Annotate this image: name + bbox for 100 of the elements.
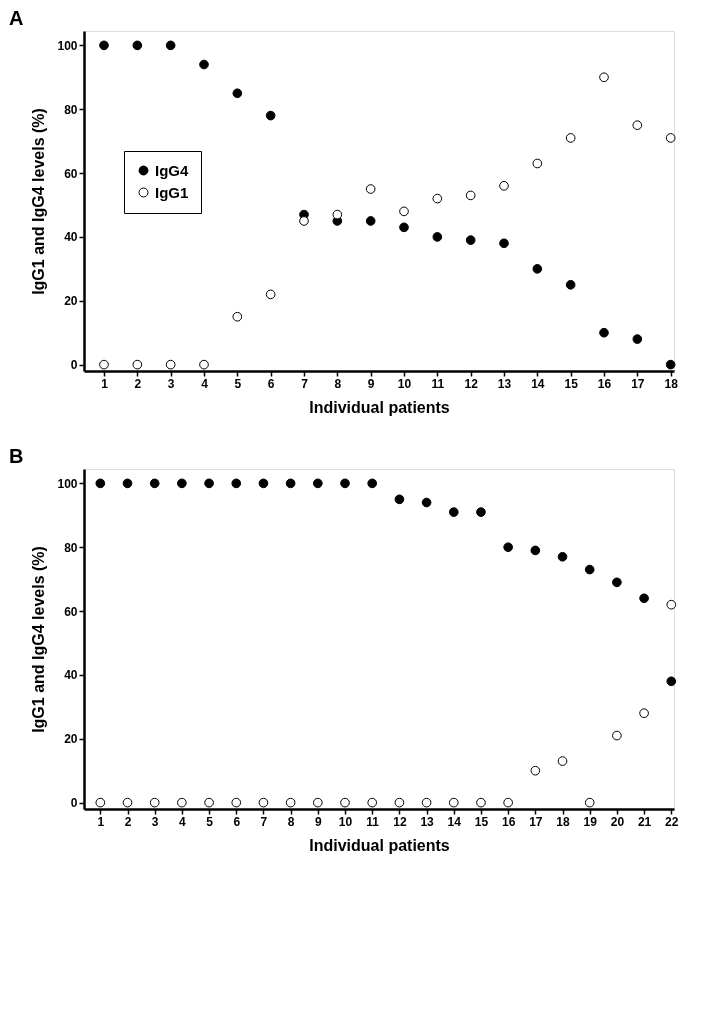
legend-label: IgG1 [155, 183, 189, 201]
x-tick-label: 22 [665, 814, 679, 829]
y-axis-title: IgG1 and IgG4 levels (%) [30, 108, 48, 295]
point [95, 478, 106, 489]
x-tick-label: 15 [564, 376, 579, 391]
x-tick-label: 7 [260, 814, 268, 829]
point [231, 797, 242, 808]
point [367, 478, 378, 489]
point [149, 478, 160, 489]
point [584, 564, 595, 575]
y-tick-label: 40 [64, 230, 78, 245]
x-tick-label: 4 [179, 814, 187, 829]
point [312, 478, 323, 489]
point [132, 40, 143, 51]
point [165, 359, 176, 370]
x-axis-title: Individual patients [309, 836, 450, 854]
point [632, 120, 643, 130]
point [394, 494, 405, 505]
point [532, 158, 543, 169]
point [312, 797, 323, 808]
x-tick-label: 21 [637, 814, 652, 829]
x-tick-label: 12 [393, 814, 407, 829]
point [204, 478, 214, 489]
point [285, 797, 296, 808]
x-tick-label: 17 [529, 814, 543, 829]
point [299, 216, 309, 226]
point [612, 577, 622, 588]
x-axis-title: Individual patients [309, 398, 450, 416]
x-tick-label: 8 [334, 376, 342, 391]
x-tick-label: 18 [556, 814, 571, 829]
point [499, 181, 509, 191]
point [530, 545, 541, 556]
point [421, 497, 432, 508]
y-tick-label: 0 [70, 358, 78, 373]
point [399, 222, 409, 233]
x-tick-label: 14 [447, 814, 462, 829]
y-tick-label: 80 [64, 540, 78, 555]
point [432, 232, 443, 242]
x-tick-label: 2 [124, 814, 132, 829]
point [599, 327, 609, 338]
x-tick-label: 1 [101, 376, 109, 391]
point [584, 797, 595, 808]
x-tick-label: 4 [201, 376, 209, 391]
point [365, 216, 376, 226]
x-tick-label: 5 [206, 814, 214, 829]
point [557, 551, 568, 562]
x-tick-label: 13 [420, 814, 435, 829]
y-tick-label: 60 [64, 604, 78, 619]
point [204, 797, 214, 808]
point [265, 289, 276, 300]
point [258, 797, 269, 808]
x-tick-label: 11 [431, 376, 445, 391]
point [639, 593, 649, 604]
point [448, 507, 459, 517]
point [99, 359, 109, 370]
x-tick-label: 5 [234, 376, 242, 391]
x-tick-label: 17 [631, 376, 645, 391]
point [285, 478, 296, 489]
y-tick-label: 100 [57, 38, 78, 53]
point [367, 797, 378, 808]
point [394, 797, 405, 808]
y-tick-label: 0 [70, 796, 78, 811]
point [199, 359, 209, 370]
point [421, 797, 432, 808]
point [232, 88, 243, 99]
point [122, 797, 133, 808]
point [432, 193, 443, 204]
point [149, 797, 160, 808]
point [532, 264, 543, 274]
y-tick-label: 20 [64, 732, 78, 747]
point [95, 797, 106, 808]
point [332, 209, 343, 220]
x-tick-label: 2 [134, 376, 142, 391]
point [632, 334, 643, 344]
legend-label: IgG4 [155, 161, 189, 179]
y-tick-label: 40 [64, 668, 78, 683]
point [476, 797, 486, 808]
x-tick-label: 13 [497, 376, 512, 391]
point [340, 797, 350, 808]
x-tick-label: 20 [610, 814, 625, 829]
point [465, 235, 476, 245]
point [499, 238, 509, 249]
x-tick-label: 3 [167, 376, 175, 391]
y-tick-label: 80 [64, 102, 78, 117]
point [122, 478, 133, 489]
point [639, 708, 649, 719]
x-tick-label: 8 [287, 814, 295, 829]
point [165, 40, 176, 51]
x-tick-label: 10 [338, 814, 353, 829]
point [565, 279, 576, 290]
y-tick-label: 20 [64, 294, 78, 309]
point [599, 72, 609, 83]
x-tick-label: 18 [664, 376, 679, 391]
point [132, 359, 143, 370]
x-tick-label: 16 [597, 376, 612, 391]
point [231, 478, 242, 489]
x-tick-label: 7 [301, 376, 309, 391]
point [665, 133, 676, 143]
y-tick-label: 100 [57, 476, 78, 491]
y-axis-title: IgG1 and IgG4 levels (%) [30, 546, 48, 733]
